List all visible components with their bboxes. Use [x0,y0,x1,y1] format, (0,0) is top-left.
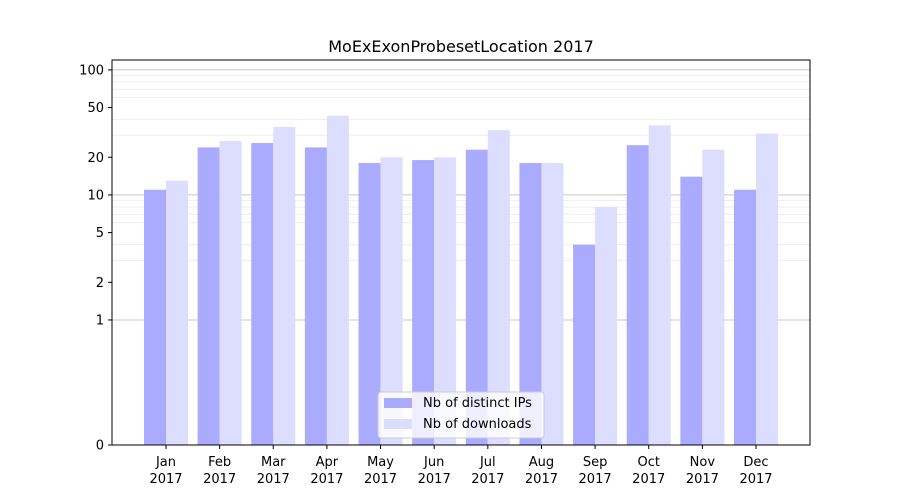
chart-title: MoExExonProbesetLocation 2017 [328,37,594,56]
bar [326,115,349,445]
x-tick-label-month: Jul [479,455,496,470]
x-tick-label-month: Mar [261,455,286,470]
bar [219,140,242,445]
x-tick-label-month: Jan [155,455,176,470]
y-tick-label: 1 [96,313,104,328]
x-tick-label-month: Jun [423,455,444,470]
y-tick-label: 50 [87,101,104,116]
legend-label: Nb of downloads [423,417,532,432]
legend-swatch [384,398,412,408]
bar [166,180,188,445]
bar [251,143,274,445]
x-tick-label-month: Sep [583,455,608,470]
x-tick-label-year: 2017 [203,472,236,487]
bar [702,149,725,446]
y-tick-label: 20 [87,151,104,166]
x-tick-label-month: Oct [637,455,659,470]
bar [541,163,564,445]
x-tick-label-year: 2017 [149,472,182,487]
bar [304,147,327,446]
x-tick-label-year: 2017 [418,472,451,487]
y-axis: 0 1 2 5 10 20 50 100 [79,63,112,454]
bar [197,147,220,446]
y-tick-label: 10 [87,188,104,203]
bar [648,125,671,445]
plot-frame [111,59,811,446]
bar [573,244,596,445]
bar [734,189,756,445]
x-tick-label-year: 2017 [364,472,397,487]
bar [358,163,381,445]
x-tick-label-year: 2017 [579,472,612,487]
bar [465,149,488,446]
y-tick-label: 100 [79,63,104,78]
x-tick-label-month: Dec [743,455,768,470]
y-tick-label: 2 [96,276,104,291]
x-tick-label-year: 2017 [739,472,772,487]
x-tick-label-month: May [367,455,394,470]
x-axis: Jan 2017 Feb 2017 Mar 2017 Apr 2017 May 2017 Jun 20… [149,445,773,487]
x-tick-label-year: 2017 [257,472,290,487]
bar [626,145,649,445]
x-tick-label-month: Nov [690,455,716,470]
bar [434,157,457,445]
x-tick-label-month: Apr [316,455,339,470]
x-tick-label-month: Aug [529,455,554,470]
bar [412,160,435,445]
x-tick-label-year: 2017 [686,472,719,487]
legend: Nb of distinct IPs Nb of downloads [377,391,545,439]
x-tick-label-month: Feb [208,455,231,470]
bar [380,157,403,445]
x-tick-label-year: 2017 [310,472,343,487]
bars-layer [144,115,778,446]
bar [756,133,778,445]
y-tick-label: 5 [96,226,104,241]
x-tick-label-year: 2017 [632,472,665,487]
bar [595,207,618,445]
y-tick-label: 0 [96,439,104,454]
bar [519,163,542,445]
bar [487,130,510,445]
bar [144,189,166,445]
bar [680,176,703,445]
bar [273,126,296,446]
x-tick-label-year: 2017 [525,472,558,487]
legend-box [377,391,545,439]
legend-label: Nb of distinct IPs [423,396,532,411]
x-tick-label-year: 2017 [471,472,504,487]
legend-swatch [384,419,412,429]
